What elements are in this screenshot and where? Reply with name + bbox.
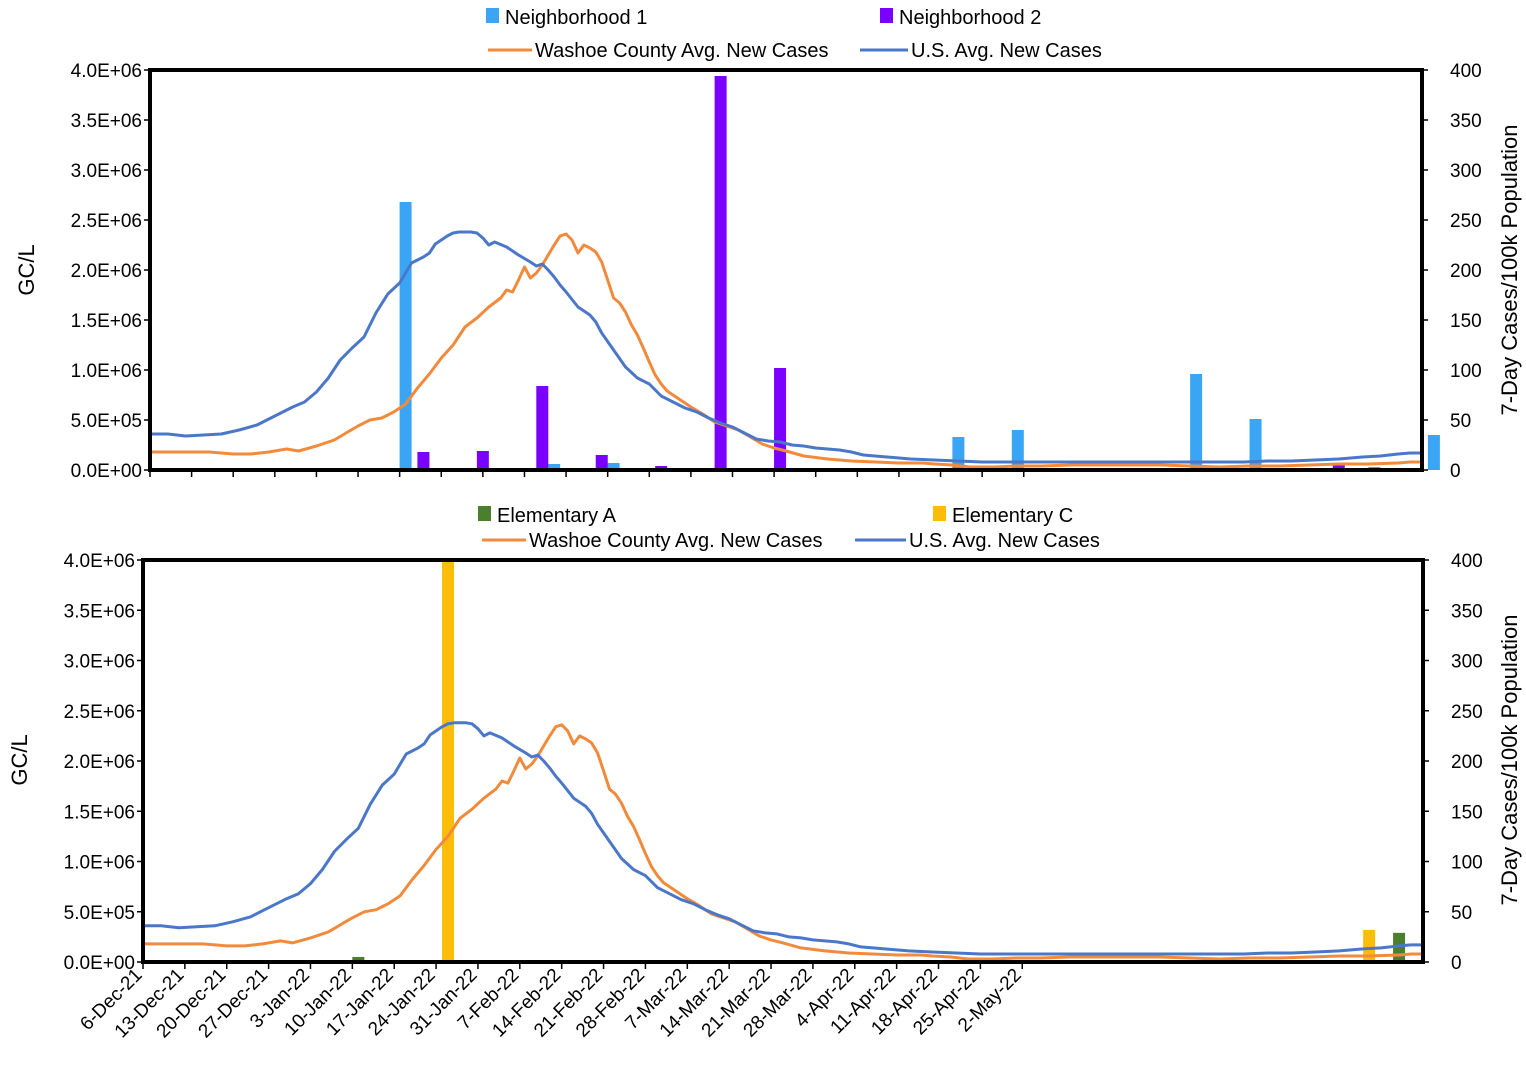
top-y-right-tick-label: 400 [1450,61,1482,82]
top-bar-neighborhood-1 [1427,435,1440,470]
bottom-y-left-tick-label: 1.5E+06 [64,802,135,823]
legend-swatch-neighborhood-1 [486,8,499,23]
top-bar-neighborhood-1 [548,464,561,470]
legend-swatch-neighborhood-2 [880,8,893,23]
bottom-plot-frame [141,558,1425,964]
top-bar-neighborhood-1 [399,202,412,470]
top-y-left-tick-label: 1.5E+06 [71,311,142,332]
top-y-right-label: 7-Day Cases/100k Population [1497,124,1522,415]
bottom-y-right-tick-label: 0 [1451,953,1462,974]
top-bar-neighborhood-2 [714,76,727,470]
top-y-left-tick-label: 2.5E+06 [71,211,142,232]
top-y-left-tick-label: 1.0E+06 [71,361,142,382]
bottom-y-left-tick-label: 1.0E+06 [64,853,135,874]
bottom-y-right-tick-label: 150 [1451,802,1483,823]
bottom-plot-area: 0.0E+00 5.0E+05 1.0E+06 1.5E+06 2.0E+06 2.5E+… [64,551,1483,1042]
top-y-left-tick-label: 3.5E+06 [71,111,142,132]
bottom-line-washoe [143,723,1423,961]
bottom-y-right-tick-label: 300 [1451,652,1483,673]
top-y-left-label: GC/L [14,244,39,295]
top-line-washoe [150,232,1422,469]
legend-label-neighborhood-2: Neighborhood 2 [899,7,1041,29]
bottom-y-right-tick-label: 350 [1451,601,1483,622]
bottom-y-right-label: 7-Day Cases/100k Population [1497,614,1522,905]
bottom-y-left-tick-label: 5.0E+05 [64,903,135,924]
legend-label-elementary-a: Elementary A [497,505,617,527]
bottom-y-left-tick-label: 3.0E+06 [64,652,135,673]
top-y-left-tick-label: 5.0E+05 [71,411,142,432]
bottom-y-right-tick-label: 250 [1451,702,1483,723]
bottom-y-left-tick-label: 3.5E+06 [64,601,135,622]
top-y-right-tick-label: 350 [1450,111,1482,132]
top-plot-frame [148,68,1424,472]
bottom-y-right-tick-label: 400 [1451,551,1483,572]
legend-label-elementary-c: Elementary C [952,505,1073,527]
top-plot-area: 0.0E+00 5.0E+05 1.0E+06 1.5E+06 2.0E+06 2.5E+… [71,61,1482,482]
top-y-right-tick-label: 100 [1450,361,1482,382]
top-y-left-tick-label: 0.0E+00 [71,461,142,482]
top-y-right-tick-label: 50 [1450,411,1471,432]
bottom-legend: Elementary A Elementary C Washoe County … [478,505,1100,552]
top-legend: Neighborhood 1 Neighborhood 2 Washoe Cou… [486,7,1102,62]
legend-label-neighborhood-1: Neighborhood 1 [505,7,647,29]
top-bar-neighborhood-1 [1011,430,1024,470]
legend-swatch-elementary-a [478,506,491,521]
bottom-y-left-tick-label: 2.0E+06 [64,752,135,773]
top-y-left-tick-label: 2.0E+06 [71,261,142,282]
top-y-right-tick-label: 0 [1450,461,1461,482]
legend-label-washoe-bottom: Washoe County Avg. New Cases [529,530,822,552]
top-y-right-tick-label: 300 [1450,161,1482,182]
top-bar-neighborhood-2 [476,451,489,470]
top-bar-neighborhood-2 [1332,465,1345,470]
top-bar-neighborhood-2 [595,455,608,470]
top-bar-neighborhood-1 [1190,374,1203,470]
bottom-line-us [143,721,1423,956]
bottom-y-right-tick-label: 100 [1451,853,1483,874]
top-y-right-tick-label: 250 [1450,211,1482,232]
bottom-y-left-tick-label: 4.0E+06 [64,551,135,572]
top-y-left-tick-label: 3.0E+06 [71,161,142,182]
bottom-y-left-tick-label: 2.5E+06 [64,702,135,723]
legend-label-washoe-top: Washoe County Avg. New Cases [535,40,828,62]
top-y-right-tick-label: 200 [1450,261,1482,282]
legend-label-us-top: U.S. Avg. New Cases [911,40,1102,62]
top-bar-neighborhood-2 [536,386,549,470]
bottom-y-left-tick-label: 0.0E+00 [64,953,135,974]
bottom-bar-elementary-c [1363,929,1376,962]
top-bar-neighborhood-2 [774,368,787,470]
bottom-y-right-tick-label: 200 [1451,752,1483,773]
top-bar-neighborhood-1 [1249,419,1262,470]
bottom-y-left-label: GC/L [7,734,32,785]
bottom-bar-elementary-c [442,560,455,962]
bottom-y-right-tick-label: 50 [1451,903,1472,924]
top-bar-neighborhood-2 [417,452,430,470]
top-bar-neighborhood-1 [607,463,620,470]
legend-label-us-bottom: U.S. Avg. New Cases [909,530,1100,552]
legend-swatch-elementary-c [933,506,946,521]
bottom-bar-elementary-a [352,956,365,962]
top-line-us [150,230,1422,464]
top-y-right-tick-label: 150 [1450,311,1482,332]
top-y-left-tick-label: 4.0E+06 [71,61,142,82]
